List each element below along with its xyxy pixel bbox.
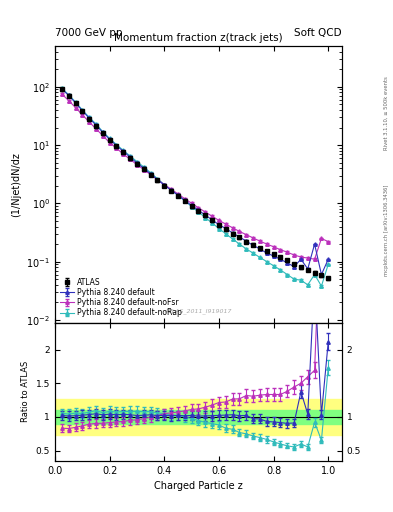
Y-axis label: (1/Njet)dN/dz: (1/Njet)dN/dz [11, 152, 21, 217]
X-axis label: Charged Particle z: Charged Particle z [154, 481, 243, 491]
Title: Momentum fraction z(track jets): Momentum fraction z(track jets) [114, 33, 283, 42]
Text: Rivet 3.1.10, ≥ 500k events: Rivet 3.1.10, ≥ 500k events [384, 76, 389, 150]
Text: mcplots.cern.ch [arXiv:1306.3436]: mcplots.cern.ch [arXiv:1306.3436] [384, 185, 389, 276]
Y-axis label: Ratio to ATLAS: Ratio to ATLAS [21, 361, 30, 422]
Text: 7000 GeV pp: 7000 GeV pp [55, 28, 123, 38]
Text: Soft QCD: Soft QCD [294, 28, 342, 38]
Text: ATLAS_2011_I919017: ATLAS_2011_I919017 [165, 309, 232, 314]
Legend: ATLAS, Pythia 8.240 default, Pythia 8.240 default-noFsr, Pythia 8.240 default-no: ATLAS, Pythia 8.240 default, Pythia 8.24… [59, 276, 184, 319]
